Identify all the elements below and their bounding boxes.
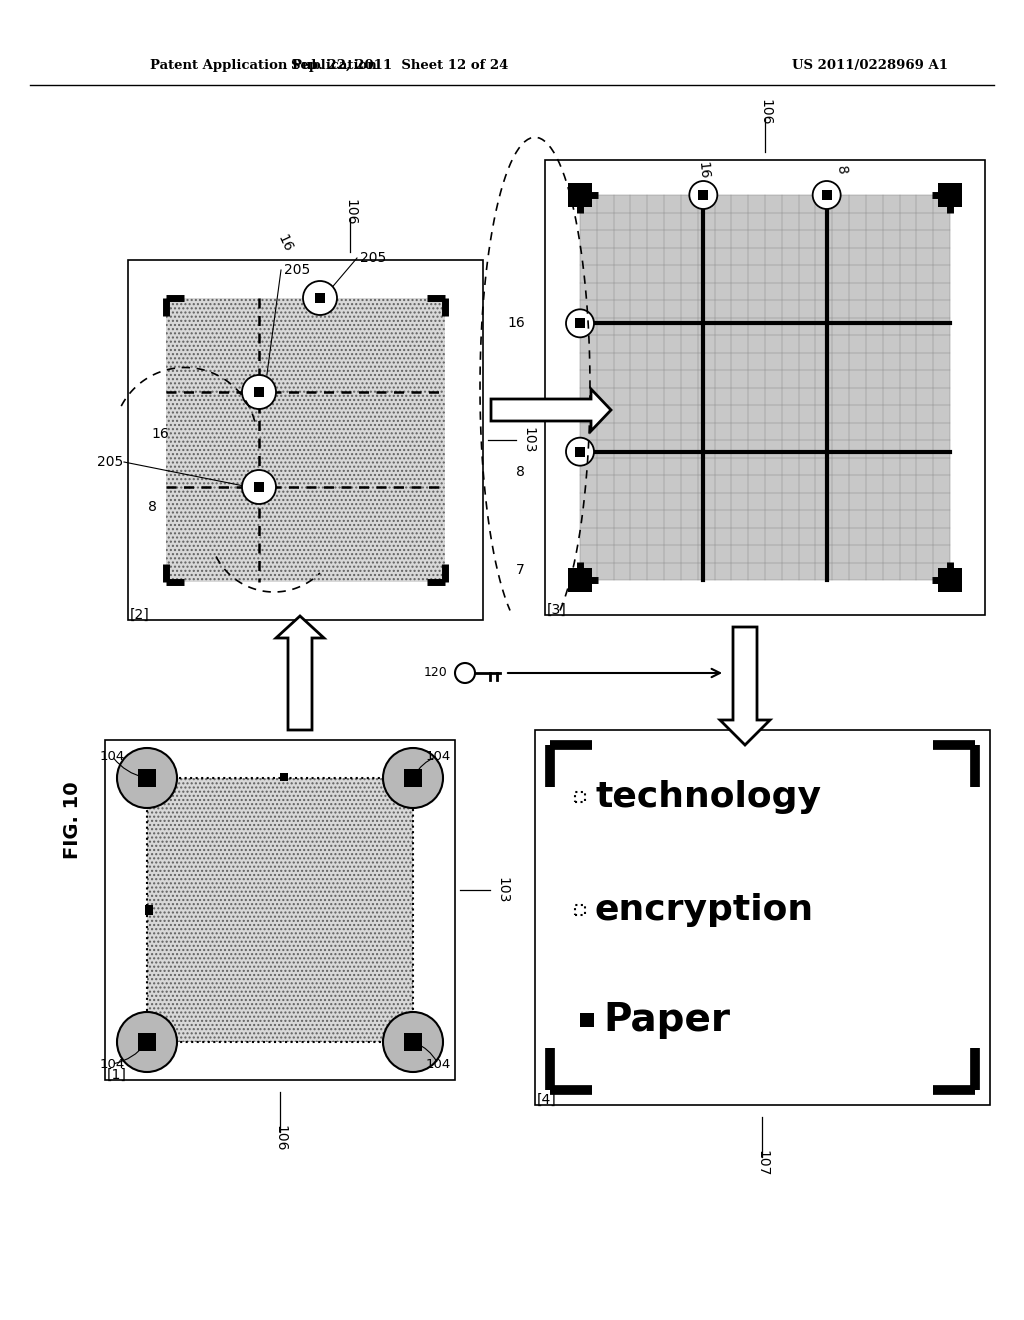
Text: 103: 103 [521, 426, 535, 453]
Circle shape [303, 281, 337, 315]
Bar [404, 1034, 422, 1051]
Text: Sep. 22, 2011  Sheet 12 of 24: Sep. 22, 2011 Sheet 12 of 24 [291, 58, 509, 71]
Text: technology: technology [595, 780, 821, 814]
Text: 107: 107 [755, 1150, 769, 1176]
Text: 16: 16 [274, 232, 295, 253]
Text: [2]: [2] [130, 609, 150, 622]
FancyArrow shape [490, 389, 611, 432]
Text: US 2011/0228969 A1: US 2011/0228969 A1 [792, 58, 948, 71]
Bar [580, 195, 950, 579]
Bar [404, 770, 422, 787]
Bar [254, 482, 264, 492]
Bar [698, 190, 709, 201]
Bar [568, 568, 592, 591]
Circle shape [383, 1012, 443, 1072]
Text: 104: 104 [99, 1057, 125, 1071]
Text: 103: 103 [495, 876, 509, 903]
Text: 7: 7 [516, 564, 525, 577]
Text: 106: 106 [343, 199, 357, 226]
Text: 106: 106 [758, 99, 772, 125]
Bar [147, 777, 413, 1041]
Bar [147, 777, 413, 1041]
Bar [166, 298, 445, 582]
Text: 205: 205 [96, 455, 123, 469]
Bar [147, 777, 413, 1041]
FancyArrow shape [720, 627, 770, 744]
Text: 16: 16 [152, 428, 169, 441]
FancyArrow shape [276, 616, 324, 730]
Bar [580, 1012, 594, 1027]
Bar [105, 741, 455, 1080]
Bar [315, 293, 325, 304]
Circle shape [566, 438, 594, 466]
Bar [166, 298, 445, 582]
Text: [3]: [3] [547, 603, 566, 616]
Circle shape [242, 375, 276, 409]
Bar [575, 446, 585, 457]
Bar [145, 906, 153, 915]
Text: 104: 104 [425, 750, 451, 763]
Bar [280, 774, 288, 781]
Circle shape [689, 181, 718, 209]
Text: 106: 106 [273, 1125, 287, 1151]
Circle shape [242, 470, 276, 504]
Bar [821, 190, 831, 201]
Bar [535, 730, 990, 1105]
Circle shape [566, 309, 594, 338]
Circle shape [117, 748, 177, 808]
Bar [545, 160, 985, 615]
Bar [575, 792, 585, 803]
Bar [575, 318, 585, 329]
Circle shape [117, 1012, 177, 1072]
Bar [254, 387, 264, 397]
Bar [138, 1034, 156, 1051]
Text: Patent Application Publication: Patent Application Publication [150, 58, 377, 71]
Text: 16: 16 [695, 161, 711, 180]
Text: 205: 205 [360, 251, 386, 265]
Text: 8: 8 [148, 500, 157, 513]
Text: [4]: [4] [537, 1093, 557, 1107]
Bar [938, 183, 962, 207]
Bar [575, 906, 585, 915]
Text: 120: 120 [423, 667, 447, 680]
Bar [128, 260, 483, 620]
Text: FIG. 10: FIG. 10 [62, 781, 82, 859]
Text: 8: 8 [835, 165, 849, 176]
Text: 205: 205 [284, 263, 310, 277]
Bar [568, 183, 592, 207]
Text: 104: 104 [99, 750, 125, 763]
Text: Paper: Paper [603, 1001, 730, 1039]
Text: 8: 8 [516, 465, 525, 479]
Text: [1]: [1] [106, 1068, 127, 1082]
Circle shape [383, 748, 443, 808]
Text: 104: 104 [425, 1057, 451, 1071]
Circle shape [813, 181, 841, 209]
Bar [938, 568, 962, 591]
Text: encryption: encryption [595, 894, 814, 927]
Bar [138, 770, 156, 787]
Text: 16: 16 [507, 317, 525, 330]
